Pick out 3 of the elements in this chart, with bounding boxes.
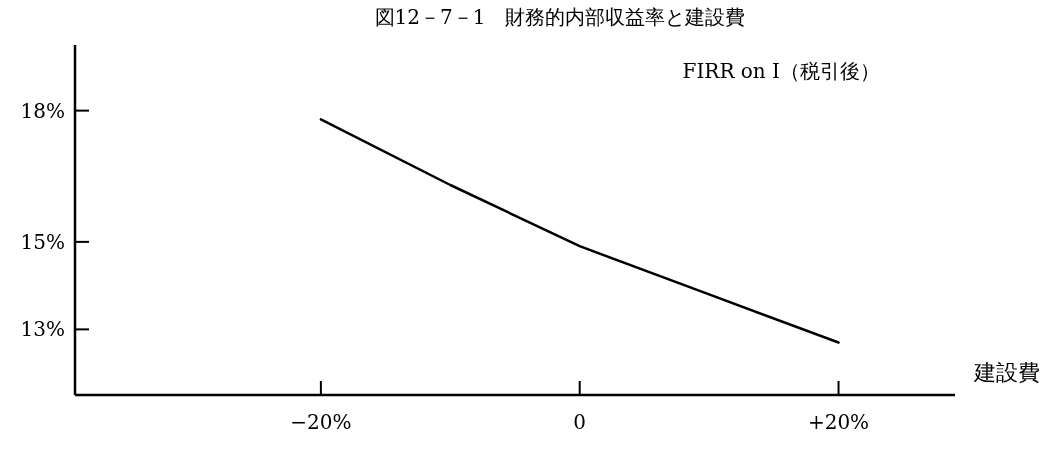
- subtitle: FIRR on I（税引後）: [682, 59, 880, 83]
- title: 図12－7－1 財務的内部収益率と建設費: [374, 5, 746, 29]
- xlabel: 建設費: [974, 360, 1040, 385]
